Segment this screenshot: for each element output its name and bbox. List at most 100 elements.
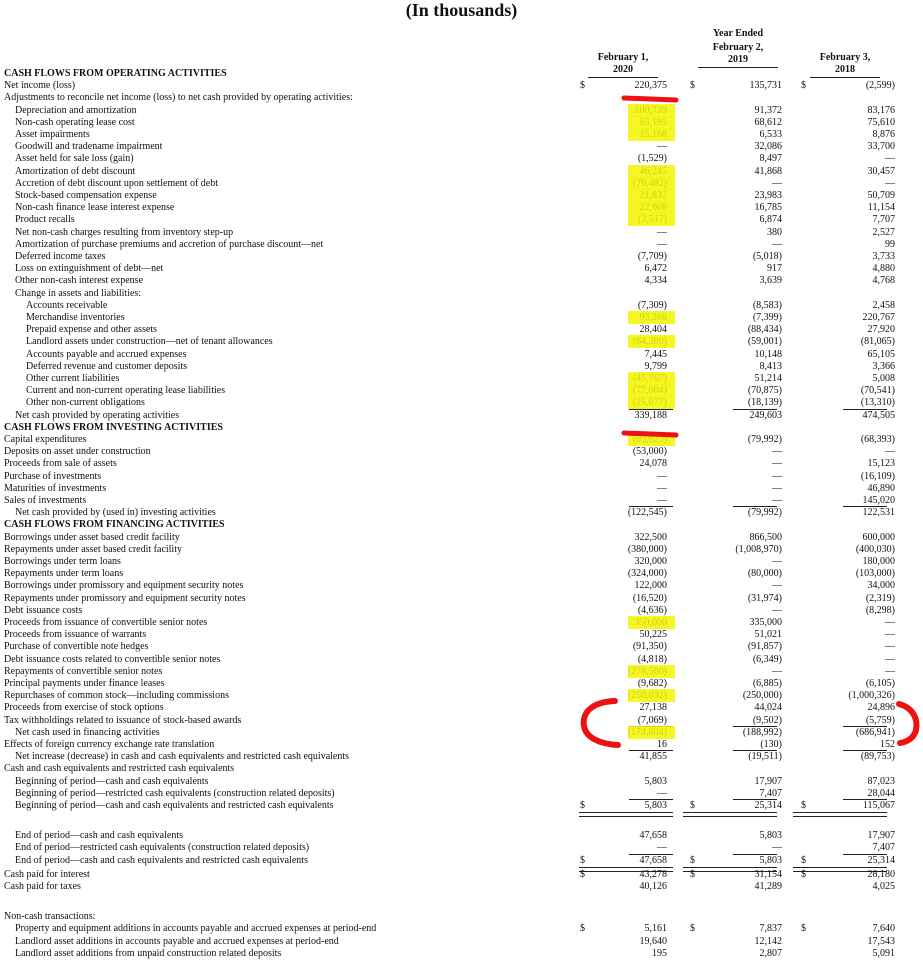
cell-2019: 8,413 xyxy=(759,360,783,372)
cell-2019: 7,837 xyxy=(759,923,783,935)
red-bracket-right xyxy=(896,701,920,746)
yellow-highlight xyxy=(628,335,675,349)
cell-2020: — xyxy=(657,787,667,799)
cell-2020: — xyxy=(657,470,667,482)
cell-2019: — xyxy=(772,665,782,677)
dollar-sign: $ xyxy=(580,868,585,880)
cell-2020: 19,640 xyxy=(639,935,668,947)
cell-2019: 2,807 xyxy=(759,947,783,959)
subtotal-rule xyxy=(733,506,777,508)
cell-2019: — xyxy=(772,604,782,616)
row-label: Other non-current obligations xyxy=(26,397,145,409)
cell-2018: — xyxy=(885,665,895,677)
cell-2018: (400,030) xyxy=(855,543,895,555)
cell-2018: 600,000 xyxy=(862,531,896,543)
row-label: Proceeds from sale of assets xyxy=(4,458,117,470)
yellow-highlight xyxy=(628,115,675,129)
cell-2018: (70,541) xyxy=(860,385,895,397)
cell-2019: (6,349) xyxy=(752,653,782,665)
subtotal-rule xyxy=(629,750,673,752)
row-label: Other current liabilities xyxy=(26,373,120,384)
cell-2020: 28,404 xyxy=(639,324,668,336)
cell-2019: 6,533 xyxy=(759,129,783,140)
cell-2018: (8,298) xyxy=(865,604,895,616)
row-label: Purchase of convertible note hedges xyxy=(4,641,149,653)
cell-2019: 380 xyxy=(767,226,782,238)
row-label: Debt issuance costs related to convertib… xyxy=(4,653,221,665)
dollar-sign: $ xyxy=(580,800,585,811)
row-label: Landlord assets under construction—net o… xyxy=(26,336,273,348)
row-label: Asset impairments xyxy=(15,129,90,140)
cell-2018: 3,733 xyxy=(872,251,896,262)
yellow-highlight xyxy=(628,189,675,202)
subtotal-rule xyxy=(733,750,777,752)
cell-2018: (5,759) xyxy=(865,714,895,726)
cell-2019: — xyxy=(772,458,782,470)
cell-2018: (89,753) xyxy=(860,751,895,763)
dollar-sign: $ xyxy=(801,854,806,866)
cell-2019: — xyxy=(772,556,782,567)
cell-2020: 47,658 xyxy=(639,830,668,842)
dollar-sign: $ xyxy=(580,923,585,935)
cell-2019: 16,785 xyxy=(754,202,783,214)
row-label: Beginning of period—restricted cash equi… xyxy=(15,787,335,799)
subtotal-rule xyxy=(629,853,673,855)
yellow-highlight xyxy=(628,103,675,117)
cell-2020: 41,855 xyxy=(639,751,668,763)
cell-2018: 7,707 xyxy=(872,214,896,226)
cell-2019: 135,731 xyxy=(749,80,783,92)
subtotal-rule xyxy=(733,799,777,800)
row-label: Beginning of period—cash and cash equiva… xyxy=(15,775,209,787)
cell-2018: 65,105 xyxy=(867,348,896,360)
dollar-sign: $ xyxy=(690,868,695,880)
cell-2020: (380,000) xyxy=(627,543,667,555)
cell-2019: — xyxy=(772,842,782,854)
row-label: Current and non-current operating lease … xyxy=(26,385,226,397)
cell-2018: 46,890 xyxy=(867,482,896,494)
cell-2018: 2,527 xyxy=(872,226,896,238)
cell-2020: 6,472 xyxy=(644,263,668,275)
cell-2019: (70,875) xyxy=(747,385,782,397)
cell-2020: (53,000) xyxy=(632,446,667,458)
total-double-rule xyxy=(793,866,887,872)
row-label: Accounts receivable xyxy=(26,299,108,311)
cell-2019: — xyxy=(772,470,782,482)
cell-2019: 6,874 xyxy=(759,214,783,226)
dollar-sign: $ xyxy=(690,80,695,92)
subtotal-rule xyxy=(843,750,887,752)
column-header-2018: February 3, 2018 xyxy=(810,40,880,78)
cell-2019: — xyxy=(772,446,782,458)
row-label: CASH FLOWS FROM FINANCING ACTIVITIES xyxy=(4,519,225,531)
cell-2018: — xyxy=(885,446,895,458)
yellow-highlight xyxy=(628,372,675,385)
cell-2018: 220,767 xyxy=(862,312,896,323)
row-label: Change in assets and liabilities: xyxy=(15,287,142,299)
page-title: (In thousands) xyxy=(405,0,518,20)
row-label: Borrowings under promissory and equipmen… xyxy=(4,580,244,592)
cell-2019: — xyxy=(772,482,782,494)
cell-2018: 17,907 xyxy=(867,830,896,842)
cell-2020: 122,000 xyxy=(634,580,668,592)
cell-2018: 15,123 xyxy=(867,458,896,470)
cell-2019: 44,024 xyxy=(754,702,783,714)
cell-2019: 917 xyxy=(767,263,782,275)
row-label: Product recalls xyxy=(15,214,75,226)
row-label: Net increase (decrease) in cash and cash… xyxy=(15,751,350,763)
total-double-rule xyxy=(683,812,777,817)
row-label: Beginning of period—cash and cash equiva… xyxy=(15,800,334,811)
row-label: Repayments of convertible senior notes xyxy=(4,665,163,677)
cell-2020: — xyxy=(657,226,667,238)
cell-2018: 8,876 xyxy=(872,129,896,140)
dollar-sign: $ xyxy=(801,923,806,935)
dollar-sign: $ xyxy=(580,80,585,92)
row-label: Net cash provided by (used in) investing… xyxy=(15,507,216,519)
cell-2019: 23,983 xyxy=(754,190,783,201)
cell-2020: 27,138 xyxy=(639,702,668,714)
dollar-sign: $ xyxy=(690,923,695,935)
row-label: Proceeds from exercise of stock options xyxy=(4,702,164,714)
yellow-highlight xyxy=(628,725,675,739)
cell-2020: 40,126 xyxy=(639,881,668,892)
row-label: Net cash provided by operating activitie… xyxy=(15,409,180,421)
cell-2019: (250,000) xyxy=(742,690,782,702)
